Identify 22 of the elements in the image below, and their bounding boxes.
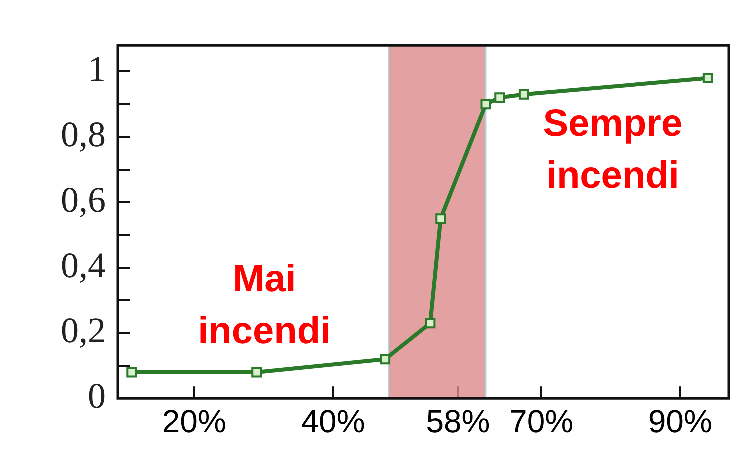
point [702, 73, 714, 84]
point [436, 214, 446, 224]
y-tick-label: 0 [88, 376, 106, 416]
annotation: Mai incendi [198, 258, 332, 352]
point [425, 318, 436, 329]
point [480, 99, 492, 110]
y-tick-label: 0,4 [61, 245, 106, 286]
point [252, 367, 262, 378]
x-tick-label: 90% [648, 404, 712, 440]
y-tick-label: 0,6 [61, 180, 106, 220]
annotation: Sempre incendi [543, 102, 683, 197]
point [126, 367, 138, 378]
y-tick-label: 0,8 [61, 114, 106, 155]
point [494, 92, 506, 104]
y-tick-label: 1 [88, 49, 106, 90]
x-tick-label: 20% [162, 404, 226, 440]
x-tick-label: 58% [426, 404, 490, 440]
x-tick-label: 40% [301, 404, 366, 440]
x-tick-label: 70% [510, 404, 574, 440]
point [518, 89, 530, 100]
point [380, 354, 391, 365]
y-tick-label: 0,2 [61, 310, 106, 351]
